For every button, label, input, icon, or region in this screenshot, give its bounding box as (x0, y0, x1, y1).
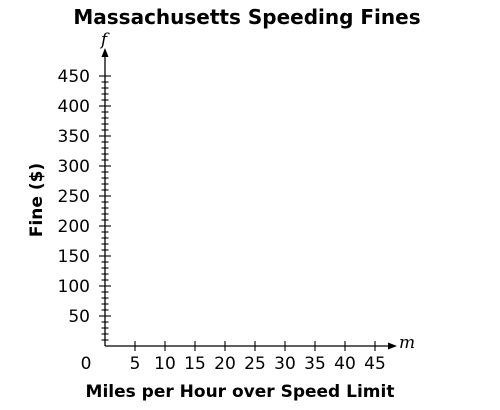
x-tick-label: 45 (364, 354, 386, 374)
x-axis-title: Miles per Hour over Speed Limit (86, 382, 395, 402)
y-axis-title: Fine ($) (27, 163, 47, 237)
x-tick-label: 5 (130, 354, 141, 374)
x-tick-label: 15 (184, 354, 206, 374)
y-tick-label: 300 (58, 157, 90, 177)
x-tick-label: 40 (334, 354, 356, 374)
y-tick-label: 350 (58, 127, 90, 147)
y-tick-label: 150 (58, 247, 90, 267)
y-variable-label: f (99, 30, 110, 50)
x-variable-label: m (399, 333, 415, 353)
y-tick-label: 100 (58, 277, 90, 297)
x-axis-ticks: 5 10 15 20 25 30 35 40 45 (130, 341, 386, 374)
x-tick-label: 20 (214, 354, 236, 374)
origin-label: 0 (81, 354, 92, 374)
x-tick-label: 35 (304, 354, 326, 374)
y-tick-label: 250 (58, 187, 90, 207)
y-tick-label: 200 (58, 217, 90, 237)
x-tick-label: 30 (274, 354, 296, 374)
x-tick-label: 25 (244, 354, 266, 374)
chart-title: Massachusetts Speeding Fines (73, 5, 420, 29)
x-tick-label: 10 (154, 354, 176, 374)
y-axis-arrow-icon (101, 48, 109, 57)
x-axis-arrow-icon (388, 342, 397, 350)
y-axis-ticks: 50 100 150 200 250 300 350 400 450 (58, 67, 111, 341)
y-tick-label: 450 (58, 67, 90, 87)
y-tick-label: 400 (58, 97, 90, 117)
y-tick-label: 50 (68, 307, 90, 327)
